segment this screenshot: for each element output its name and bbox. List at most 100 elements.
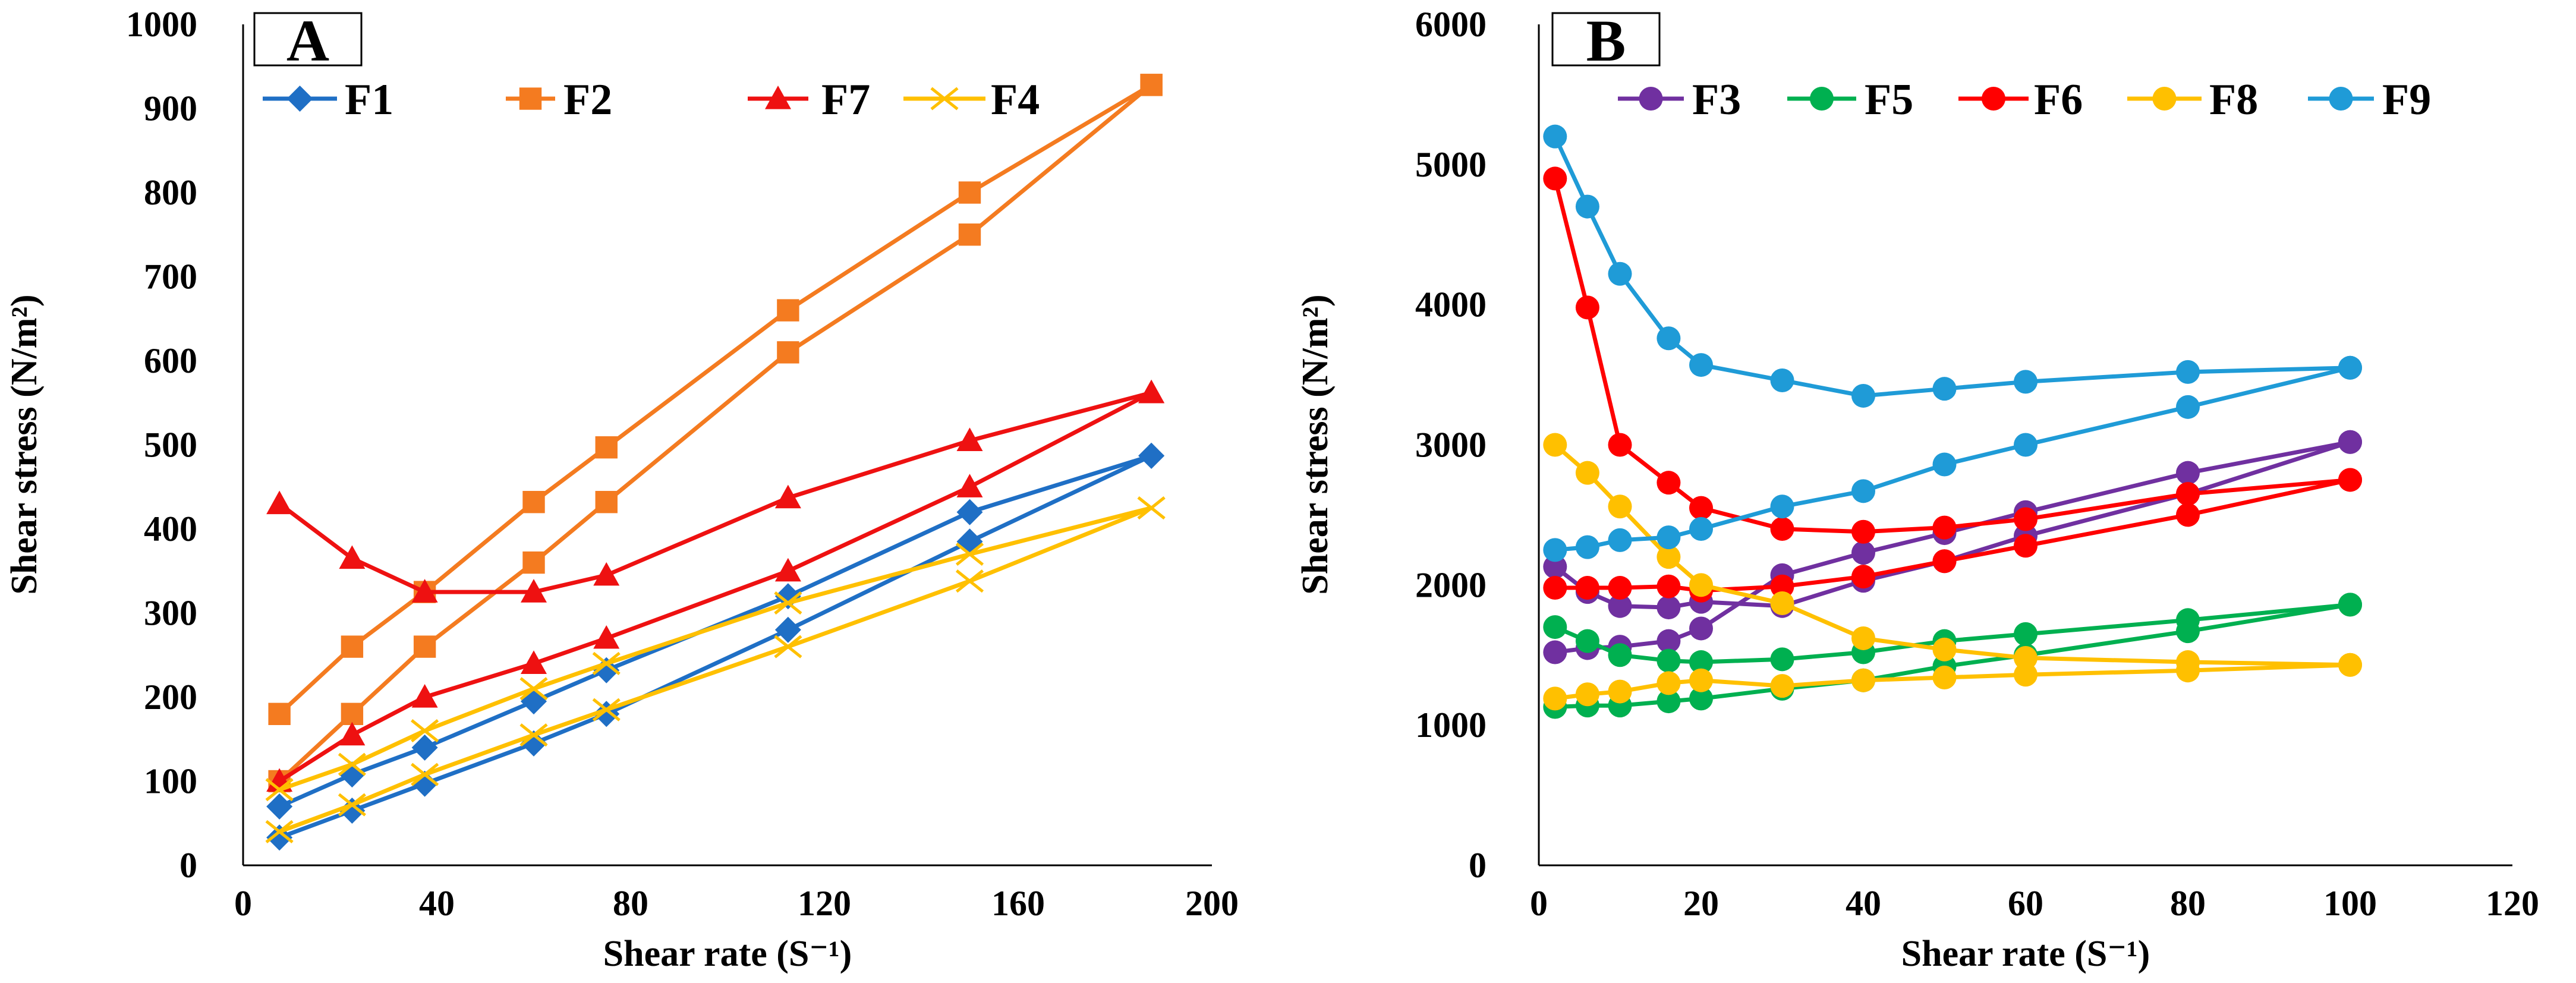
data-point-f9	[1657, 525, 1681, 550]
series-f4	[265, 496, 1166, 843]
legend-label: F1	[345, 75, 393, 124]
data-point-f7	[339, 545, 366, 569]
legend-entry-f6: F6	[1958, 75, 2083, 124]
data-point-f9	[1770, 494, 1794, 519]
data-point-f4	[774, 591, 802, 615]
data-point-f9	[1608, 261, 1632, 286]
legend-label: F7	[821, 75, 870, 124]
data-point-f4	[519, 723, 548, 747]
data-point-f6	[1608, 576, 1632, 600]
x-tick-label: 120	[798, 884, 851, 923]
data-point-f2	[522, 551, 545, 574]
y-axis-title: Shear stress (N/m²)	[1295, 294, 1336, 594]
data-point-f4	[774, 635, 802, 659]
data-point-f2	[595, 491, 618, 513]
y-tick-label: 700	[144, 257, 197, 297]
y-tick-label: 900	[144, 89, 197, 128]
data-point-f6	[2338, 468, 2362, 492]
data-point-f9	[1575, 535, 1599, 559]
x-tick-label: 120	[2486, 884, 2539, 923]
legend-marker	[286, 86, 313, 112]
x-axis-title: Shear rate (S⁻¹)	[1901, 934, 2150, 974]
data-point-f9	[1689, 517, 1713, 541]
y-tick-label: 1000	[126, 5, 197, 44]
data-point-f6	[2176, 482, 2200, 506]
data-point-f1	[774, 616, 801, 643]
data-point-f5	[2176, 619, 2200, 644]
data-point-f8	[1575, 461, 1599, 485]
data-point-f5	[1689, 650, 1713, 675]
data-point-f1	[411, 734, 438, 761]
legend-label: F3	[1692, 75, 1741, 124]
y-tick-label: 0	[1469, 846, 1487, 885]
data-point-f9	[1851, 479, 1875, 503]
series-line-f2-up	[278, 83, 1152, 716]
data-point-f6	[2014, 507, 2038, 531]
data-point-f7	[956, 474, 983, 497]
series-f1	[266, 442, 1165, 851]
data-point-f6	[1543, 576, 1567, 600]
series-line-f7-up	[278, 390, 1152, 594]
y-tick-label: 600	[144, 341, 197, 380]
data-point-f4	[955, 542, 984, 566]
data-point-f3	[2338, 430, 2362, 454]
x-tick-label: 200	[1185, 884, 1239, 923]
data-point-f8	[1608, 679, 1632, 704]
y-tick-label: 0	[179, 846, 197, 885]
data-point-f9	[1657, 326, 1681, 351]
data-point-f4	[411, 763, 439, 786]
data-point-f7	[593, 625, 620, 649]
data-point-f6	[2176, 503, 2200, 527]
series-line-f4-up	[278, 506, 1152, 792]
data-point-f6	[1851, 565, 1875, 589]
legend-marker	[1639, 87, 1663, 111]
data-point-f2	[268, 702, 291, 725]
x-tick-label: 80	[2170, 884, 2206, 923]
y-tick-label: 500	[144, 426, 197, 465]
legend-marker	[2329, 87, 2353, 111]
data-point-f7	[593, 562, 620, 586]
data-point-f5	[1689, 686, 1713, 711]
data-point-f5	[1543, 615, 1567, 639]
data-point-f8	[1770, 674, 1794, 698]
data-point-f4	[1137, 496, 1166, 520]
data-point-f4	[955, 569, 984, 593]
data-point-f6	[1770, 517, 1794, 541]
data-point-f9	[2176, 360, 2200, 384]
data-point-f2	[1140, 74, 1163, 96]
series-line-f7-down	[278, 390, 1152, 783]
data-point-f8	[2338, 653, 2362, 677]
legend-label: F9	[2382, 75, 2431, 124]
data-point-f7	[521, 579, 547, 603]
legend-marker	[2152, 87, 2177, 111]
data-point-f9	[1851, 383, 1875, 408]
series-f2	[268, 74, 1163, 793]
data-point-f7	[1138, 379, 1165, 404]
y-tick-label: 800	[144, 173, 197, 212]
data-point-f2	[777, 299, 799, 322]
data-point-f1	[266, 793, 293, 820]
data-point-f7	[956, 427, 983, 452]
series-f9	[1543, 124, 2362, 562]
data-point-f2	[595, 436, 618, 459]
legend-entry-f8: F8	[2127, 75, 2258, 124]
legend-marker	[1810, 87, 1834, 111]
data-point-f3	[1543, 554, 1567, 579]
series-line-f9-up	[1553, 136, 2351, 398]
data-point-f9	[2338, 355, 2362, 380]
data-point-f8	[1851, 626, 1875, 650]
x-tick-label: 100	[2323, 884, 2377, 923]
data-point-f5	[1657, 689, 1681, 714]
series-line-f4-down	[278, 506, 1152, 834]
data-point-f5	[1770, 647, 1794, 672]
series-line-f1-up	[278, 453, 1152, 809]
legend-label: F4	[991, 75, 1040, 124]
x-tick-label: 60	[2008, 884, 2043, 923]
data-point-f9	[1543, 538, 1567, 562]
legend-entry-f3: F3	[1618, 75, 1741, 124]
data-point-f6	[1657, 574, 1681, 598]
data-point-f6	[1657, 471, 1681, 495]
data-point-f6	[1932, 549, 1957, 574]
legend-entry-f1: F1	[263, 75, 393, 124]
